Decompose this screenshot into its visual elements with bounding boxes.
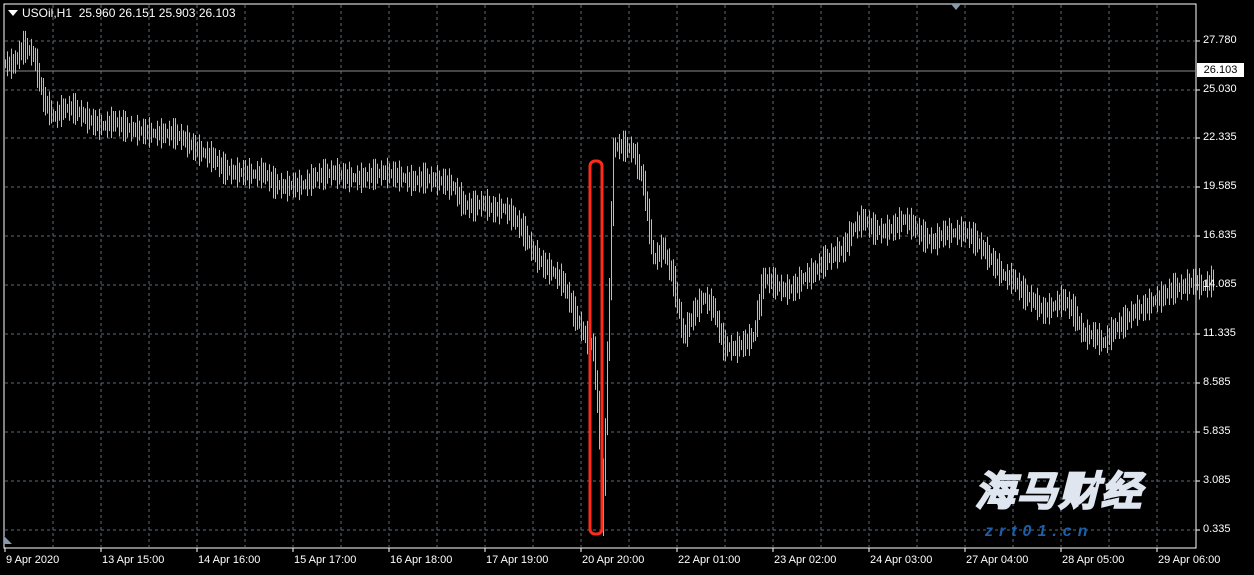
grid <box>4 5 1200 552</box>
x-tick-label: 9 Apr 2020 <box>6 554 60 566</box>
y-tick-label: 5.835 <box>1203 425 1231 437</box>
current-price-label: 26.103 <box>1197 63 1244 77</box>
y-tick-label: 8.585 <box>1203 376 1231 388</box>
chart-header: USOil,H1 25.960 26.151 25.903 26.103 <box>8 6 236 20</box>
x-tick-label: 17 Apr 19:00 <box>486 554 549 566</box>
dropdown-triangle-icon[interactable] <box>8 10 18 16</box>
x-tick-label: 14 Apr 16:00 <box>198 554 261 566</box>
x-tick-label: 20 Apr 20:00 <box>582 554 645 566</box>
x-tick-label: 16 Apr 18:00 <box>390 554 453 566</box>
x-tick-label: 23 Apr 02:00 <box>774 554 837 566</box>
y-tick-label: 19.585 <box>1203 180 1237 192</box>
close-value: 26.103 <box>198 6 236 20</box>
x-tick-label: 24 Apr 03:00 <box>870 554 933 566</box>
low-value: 25.903 <box>158 6 196 20</box>
high-value: 26.151 <box>118 6 156 20</box>
highlight-rectangle <box>588 159 604 536</box>
open-value: 25.960 <box>78 6 116 20</box>
x-tick-label: 13 Apr 15:00 <box>102 554 165 566</box>
symbol: USOil,H1 <box>22 6 73 20</box>
candles <box>5 30 1214 536</box>
x-tick-label: 22 Apr 01:00 <box>678 554 741 566</box>
x-tick-label: 28 Apr 05:00 <box>1062 554 1125 566</box>
scroll-marker-icon[interactable] <box>951 4 961 10</box>
y-tick-label: 0.335 <box>1203 523 1231 535</box>
y-tick-label: 27.780 <box>1203 33 1237 46</box>
x-tick-label: 27 Apr 04:00 <box>966 554 1029 566</box>
x-tick-label: 15 Apr 17:00 <box>294 554 357 566</box>
y-tick-label: 3.085 <box>1203 474 1231 486</box>
y-tick-label: 25.030 <box>1203 82 1237 95</box>
y-tick-label: 11.335 <box>1203 327 1236 339</box>
chart-shift-marker-icon[interactable] <box>4 536 12 544</box>
chart-frame <box>3 3 1197 549</box>
x-tick-label: 29 Apr 06:00 <box>1158 554 1221 566</box>
watermark-logo: 海马财经 <box>974 469 1143 515</box>
y-tick-label: 16.835 <box>1203 229 1237 241</box>
watermark-url: zrt01.cn <box>985 523 1094 540</box>
y-tick-label: 22.335 <box>1203 131 1237 143</box>
y-tick-label: 14.085 <box>1203 278 1237 290</box>
